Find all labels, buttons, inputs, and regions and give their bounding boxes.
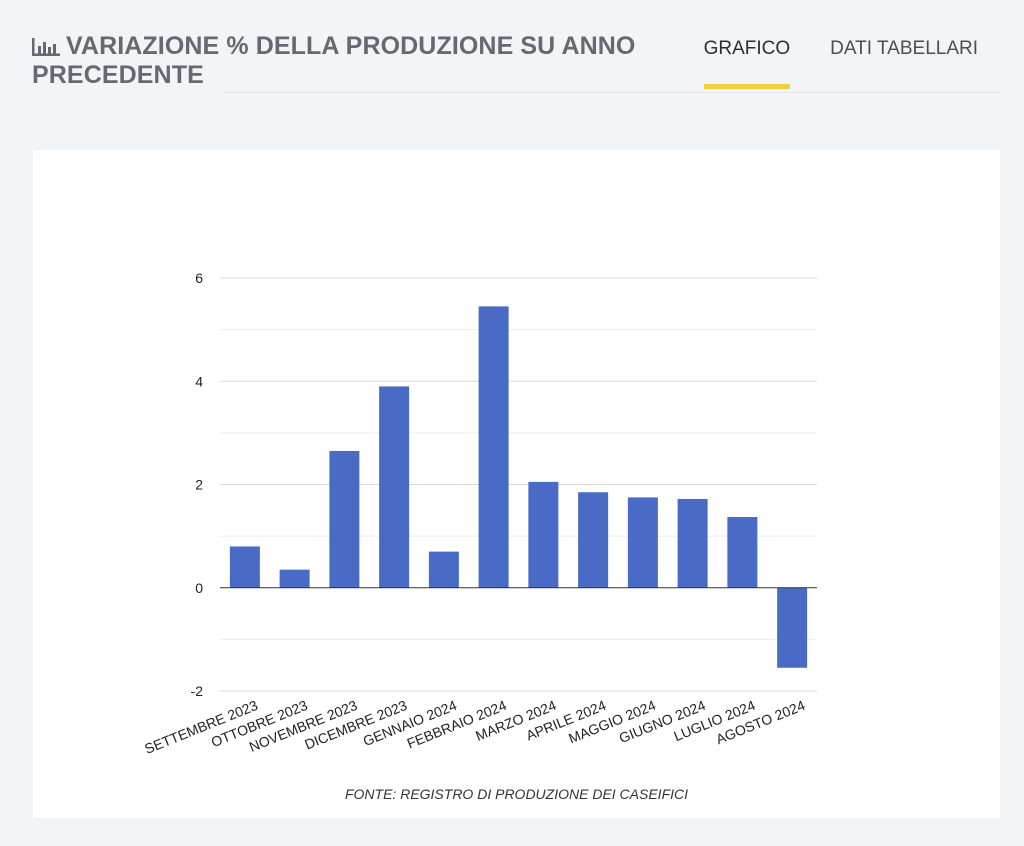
view-tabs: GRAFICO DATI TABELLARI — [684, 0, 1000, 96]
y-tick-label: 0 — [195, 580, 203, 596]
tab-grafico[interactable]: GRAFICO — [684, 0, 811, 96]
bar — [627, 497, 658, 588]
title-line-2: PRECEDENTE — [32, 61, 204, 89]
bar — [279, 569, 310, 588]
page-header: VARIAZIONE % DELLA PRODUZIONE SU ANNO PR… — [32, 0, 1000, 96]
chart-source: FONTE: REGISTRO DI PRODUZIONE DEI CASEIF… — [344, 786, 689, 802]
bar — [478, 306, 509, 588]
bar — [329, 450, 360, 588]
bar — [777, 587, 808, 668]
bar — [229, 546, 260, 588]
bar — [727, 517, 758, 588]
y-tick-label: 6 — [195, 270, 203, 286]
title-line-1: VARIAZIONE % DELLA PRODUZIONE SU ANNO — [66, 32, 636, 60]
bar — [528, 481, 559, 588]
y-tick-label: 4 — [195, 373, 203, 389]
bar-chart-icon — [32, 38, 60, 56]
y-tick-label: -2 — [191, 683, 204, 699]
y-tick-label: 2 — [195, 477, 203, 493]
chart-card: 6 4 2 0 -2 SETTEMBRE 2023 OTTOBRE 2023 NOVEMBRE… — [33, 150, 1000, 818]
chart-title: VARIAZIONE % DELLA PRODUZIONE SU ANNO PR… — [32, 32, 672, 90]
bar — [379, 386, 410, 588]
bar — [677, 498, 708, 588]
bar — [578, 492, 609, 588]
tab-dati-tabellari[interactable]: DATI TABELLARI — [830, 38, 978, 59]
bar — [428, 551, 459, 588]
header-divider — [222, 92, 1000, 93]
